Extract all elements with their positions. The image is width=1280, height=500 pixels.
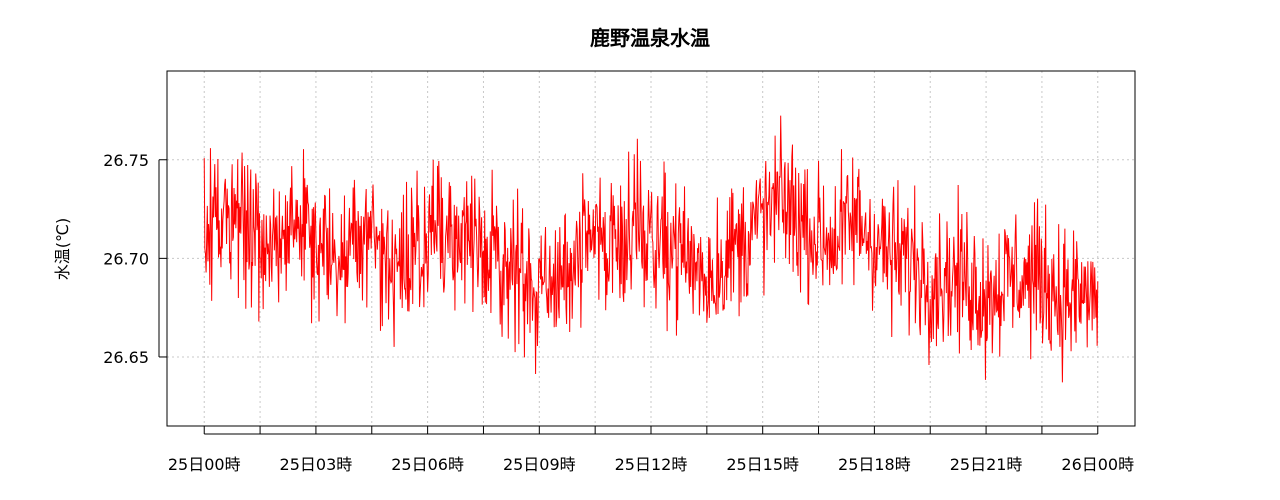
x-tick-label: 25日15時: [726, 455, 799, 474]
x-axis: 25日00時 25日03時 25日06時 25日09時 25日12時 25日15時 25日1…: [168, 426, 1134, 474]
y-tick-label: 26.65: [103, 348, 149, 367]
x-tick-label: 26日00時: [1061, 455, 1134, 474]
x-tick-label: 25日21時: [950, 455, 1023, 474]
series-line-0: [203, 115, 1099, 383]
y-axis: 26.65 26.70 26.75: [103, 151, 167, 367]
x-tick-label: 25日18時: [838, 455, 911, 474]
x-tick-label: 25日09時: [503, 455, 576, 474]
x-tick-label: 25日12時: [615, 455, 688, 474]
x-tick-label: 25日00時: [168, 455, 241, 474]
x-tick-label: 25日03時: [280, 455, 353, 474]
y-tick-label: 26.75: [103, 151, 149, 170]
y-tick-label: 26.70: [103, 249, 149, 268]
chart-title: 鹿野温泉水温: [590, 26, 710, 50]
series-layer: [203, 115, 1099, 383]
x-tick-label: 25日06時: [391, 455, 464, 474]
y-axis-label: 水温(℃): [53, 218, 72, 280]
